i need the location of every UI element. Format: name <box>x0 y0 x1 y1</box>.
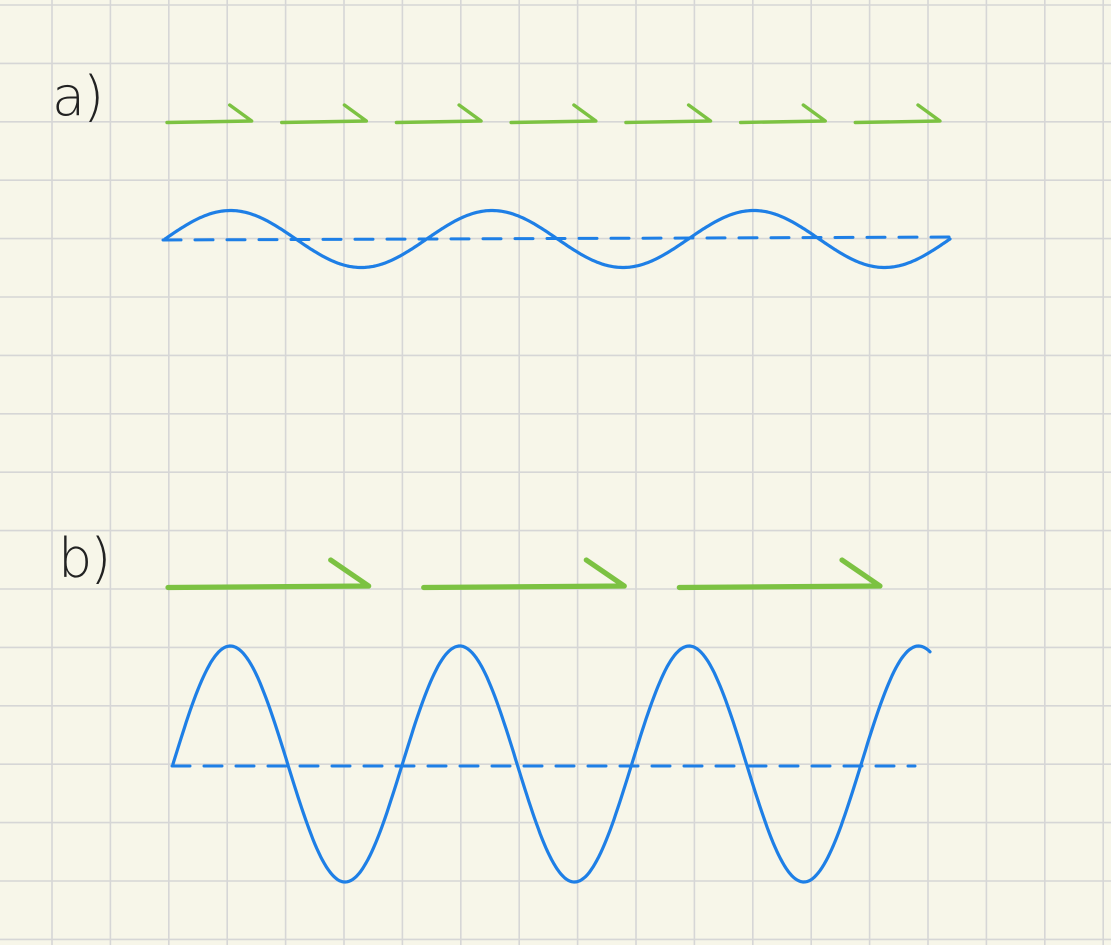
propagation-arrow <box>165 103 254 125</box>
panel-label-a: a) <box>52 65 104 128</box>
propagation-arrow <box>509 103 598 125</box>
propagation-arrow <box>853 103 942 125</box>
panel-a-group <box>161 103 960 270</box>
propagation-arrow <box>421 557 627 591</box>
panel-b-wave <box>171 644 932 884</box>
propagation-arrow <box>165 557 372 591</box>
propagation-arrow <box>624 103 713 125</box>
panel-b-group <box>165 557 932 884</box>
panel-b-arrows <box>165 557 883 591</box>
panel-label-b: b) <box>58 527 111 590</box>
propagation-arrow <box>280 103 369 125</box>
propagation-arrow <box>394 103 483 125</box>
propagation-arrow <box>738 103 827 125</box>
panel-a-wave <box>163 208 952 270</box>
propagation-arrow <box>676 557 883 591</box>
panel-a-arrows <box>165 103 942 125</box>
